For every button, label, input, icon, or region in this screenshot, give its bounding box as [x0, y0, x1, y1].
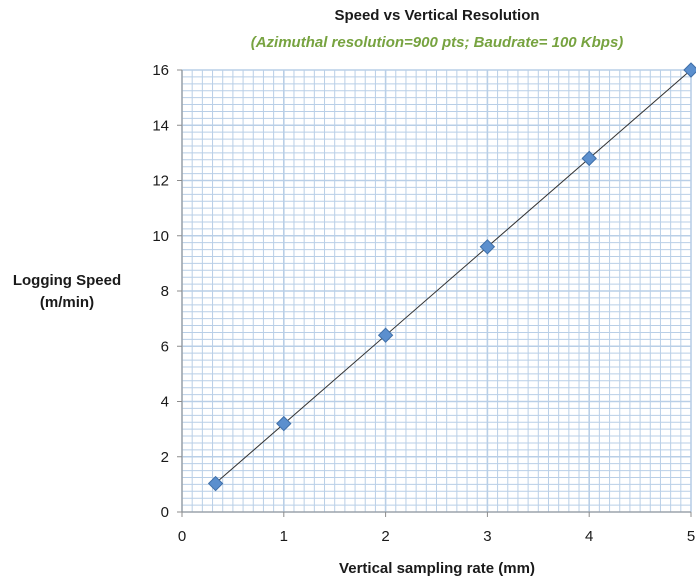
- trendline: [215, 69, 692, 484]
- y-axis-label-line1: Logging Speed: [12, 272, 122, 289]
- data-point-marker: [207, 475, 224, 492]
- x-tick-label: 2: [381, 528, 389, 545]
- data-point-marker: [581, 150, 597, 167]
- data-point-marker: [276, 415, 292, 432]
- chart-title: Speed vs Vertical Resolution: [334, 7, 540, 24]
- y-tick-label: 12: [152, 173, 169, 190]
- y-tick-label: 4: [161, 394, 169, 411]
- x-tick-label: 5: [687, 528, 695, 545]
- data-point-marker: [479, 239, 496, 255]
- x-tick-label: 1: [280, 528, 288, 545]
- chart-subtitle: (Azimuthal resolution=900 pts; Baudrate=…: [250, 34, 624, 51]
- x-tick-label: 4: [585, 528, 593, 545]
- data-point-marker: [377, 327, 394, 343]
- x-tick-label: 3: [483, 528, 491, 545]
- y-tick-label: 16: [152, 62, 169, 79]
- y-axis-label-line2: (m/min): [39, 294, 95, 311]
- y-tick-label: 8: [161, 283, 169, 300]
- x-axis-label: Vertical sampling rate (mm): [339, 560, 535, 577]
- y-tick-label: 14: [152, 117, 169, 134]
- y-tick-label: 0: [161, 504, 169, 521]
- y-tick-label: 6: [161, 338, 169, 355]
- y-tick-label: 2: [161, 449, 169, 466]
- y-tick-label: 10: [152, 228, 169, 245]
- x-tick-label: 0: [178, 528, 186, 545]
- y-axis-label: Logging Speed (m/min): [0, 270, 134, 314]
